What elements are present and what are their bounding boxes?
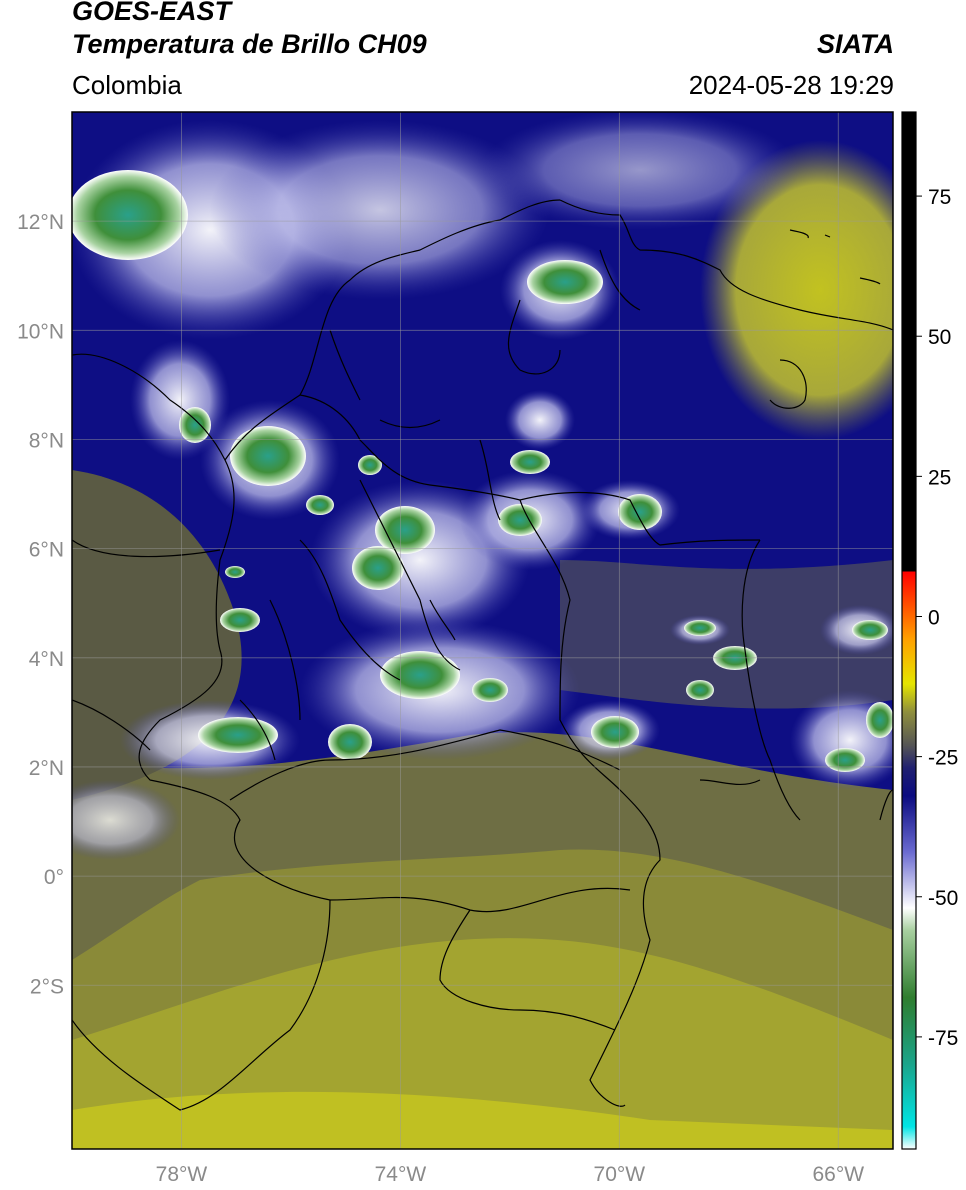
lat-tick-label: 12°N (17, 211, 64, 234)
colorbar-frame (901, 111, 917, 1150)
colorbar-tick-label: -50 (928, 887, 958, 910)
colorbar-gradient (902, 112, 916, 1149)
gridlines (72, 112, 893, 1149)
datetime-label: 2024-05-28 19:29 (688, 70, 894, 100)
colorbar: 75 50 25 0 -25 -50 -75 (901, 111, 958, 1150)
lat-tick-label: 2°S (30, 975, 64, 998)
lat-tick-label: 10°N (17, 320, 64, 343)
colorbar-tick-label: 25 (928, 466, 951, 489)
satellite-title: GOES-EAST (72, 0, 232, 26)
colorbar-tick-label: -75 (928, 1027, 958, 1050)
colorbar-tick-label: 75 (928, 186, 951, 209)
colorbar-tick-label: -25 (928, 747, 958, 770)
latitude-ticks: 12°N 10°N 8°N 6°N 4°N 2°N 0° 2°S (17, 211, 64, 998)
lat-tick-label: 4°N (29, 648, 64, 671)
organization-label: SIATA (817, 29, 894, 59)
satellite-image (72, 112, 893, 1149)
lat-tick-label: 0° (44, 866, 64, 889)
lon-tick-label: 78°W (156, 1163, 208, 1186)
region-label: Colombia (72, 70, 182, 100)
colorbar-ticks: 75 50 25 0 -25 -50 -75 (916, 186, 958, 1050)
lat-tick-label: 8°N (29, 429, 64, 452)
lat-tick-label: 2°N (29, 757, 64, 780)
product-title: Temperatura de Brillo CH09 (72, 29, 427, 59)
political-borders (72, 199, 893, 1111)
colorbar-tick-label: 50 (928, 326, 951, 349)
longitude-ticks: 78°W 74°W 70°W 66°W (156, 1163, 865, 1186)
colorbar-tick-label: 0 (928, 606, 940, 629)
lon-tick-label: 70°W (594, 1163, 646, 1186)
lon-tick-label: 74°W (375, 1163, 427, 1186)
map-frame (71, 111, 894, 1150)
lat-tick-label: 6°N (29, 539, 64, 562)
lon-tick-label: 66°W (812, 1163, 864, 1186)
